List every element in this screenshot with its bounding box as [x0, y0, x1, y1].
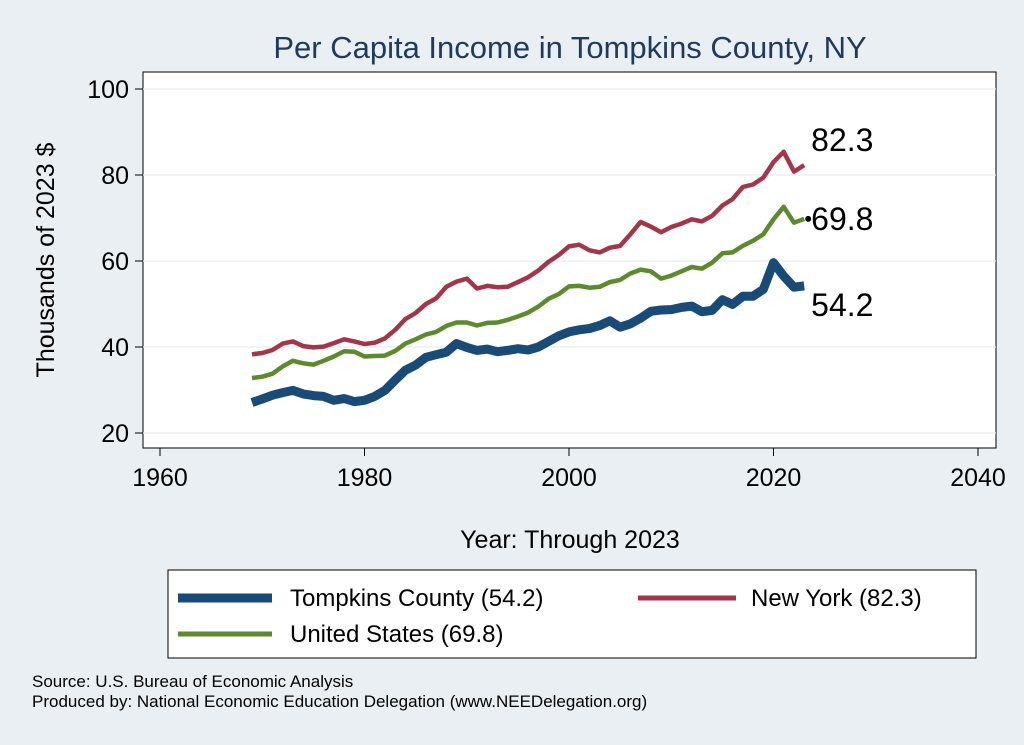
produced-by-note: Produced by: National Economic Education…: [32, 692, 647, 711]
x-tick-label-1960: 1960: [132, 464, 188, 492]
y-tick-label-60: 60: [101, 248, 129, 276]
plot-area: [142, 71, 997, 449]
legend-label-new-york: New York (82.3): [751, 585, 922, 612]
y-axis: 20 40 60 80 100: [87, 76, 143, 448]
end-label-new-york: 82.3: [811, 122, 873, 158]
legend-label-united-states: United States (69.8): [290, 621, 503, 648]
x-axis: 1960 1980 2000 2020 2040: [132, 448, 1006, 492]
source-note: Source: U.S. Bureau of Economic Analysis: [32, 672, 353, 691]
y-tick-label-100: 100: [87, 76, 129, 104]
end-labels: 82.3 69.8 54.2: [805, 122, 873, 323]
y-axis-title: Thousands of 2023 $: [32, 142, 60, 377]
chart-title: Per Capita Income in Tompkins County, NY: [273, 30, 866, 65]
series-line-tompkins-county: [250, 258, 805, 407]
x-tick-label-2000: 2000: [541, 464, 597, 492]
end-marker-united-states: [805, 215, 812, 222]
y-tick-label-40: 40: [101, 334, 129, 362]
y-tick-label-20: 20: [101, 420, 129, 448]
end-label-tompkins-county: 54.2: [811, 287, 873, 323]
x-tick-label-1980: 1980: [337, 464, 393, 492]
x-tick-label-2040: 2040: [950, 464, 1006, 492]
legend-box: [167, 569, 977, 659]
end-label-united-states: 69.8: [811, 201, 873, 237]
series-lines: [250, 149, 806, 407]
legend-label-tompkins: Tompkins County (54.2): [290, 585, 543, 612]
grid-lines: [143, 88, 996, 434]
y-tick-label-80: 80: [101, 162, 129, 190]
legend: Tompkins County (54.2) New York (82.3) U…: [167, 569, 977, 659]
series-line-new-york: [251, 149, 806, 357]
x-tick-label-2020: 2020: [746, 464, 802, 492]
x-axis-title: Year: Through 2023: [460, 526, 680, 554]
series-line-united-states: [251, 204, 805, 381]
